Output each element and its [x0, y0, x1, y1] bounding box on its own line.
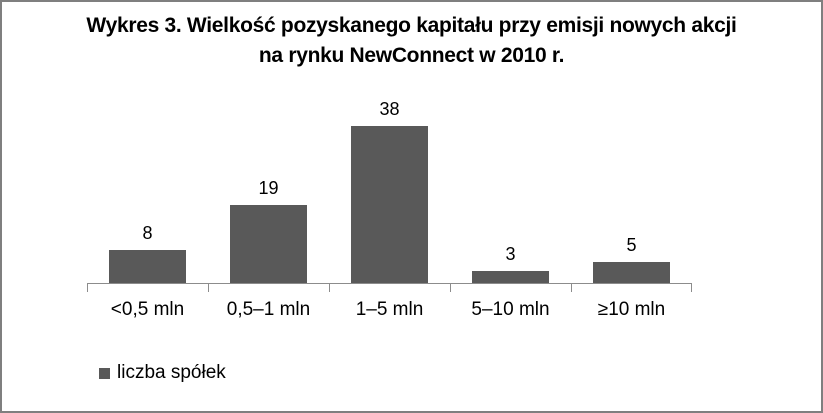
axis-tick	[87, 284, 88, 292]
chart-title-line2: na rynku NewConnect w 2010 r.	[258, 44, 565, 67]
bar-4	[472, 271, 549, 283]
bar-value-label: 8	[142, 223, 153, 243]
bar-1	[109, 250, 186, 283]
bar-5	[593, 262, 670, 283]
bar-value-label: 19	[258, 178, 279, 198]
axis-tick	[450, 284, 451, 292]
axis-tick	[329, 284, 330, 292]
category-label: 5–10 mln	[471, 299, 550, 320]
legend-swatch-icon	[99, 367, 110, 379]
bar-value-label: 38	[379, 99, 400, 119]
chart-title-line1: Wykres 3. Wielkość pozyskanego kapitału …	[86, 14, 737, 37]
plot-area: 8 19 38 3 5	[87, 2, 692, 292]
legend-label: liczba spółek	[117, 362, 226, 383]
category-label: 0,5–1 mln	[226, 299, 311, 320]
bar-3	[351, 126, 428, 283]
axis-tick	[571, 284, 572, 292]
bar-value-label: 5	[626, 235, 637, 255]
bar-2	[230, 205, 307, 283]
category-label: ≥10 mln	[597, 299, 666, 320]
bar-value-label: 3	[505, 244, 516, 264]
x-axis-line	[87, 283, 692, 284]
category-label: 1–5 mln	[355, 299, 424, 320]
chart-title: Wykres 3. Wielkość pozyskanego kapitału …	[2, 11, 821, 71]
axis-tick	[691, 284, 692, 292]
category-label: <0,5 mln	[110, 299, 185, 320]
axis-tick	[208, 284, 209, 292]
legend: liczba spółek	[99, 362, 226, 384]
